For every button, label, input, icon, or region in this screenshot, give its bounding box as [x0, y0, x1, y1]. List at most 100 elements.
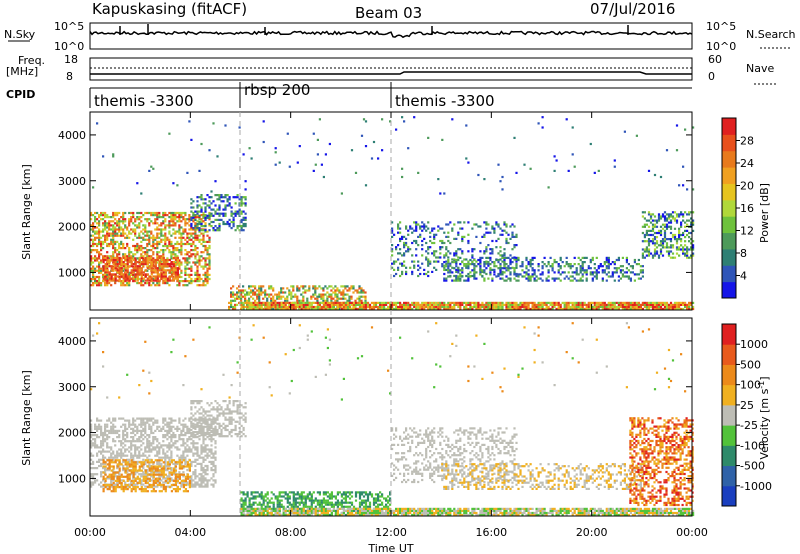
- echo-cell: [104, 228, 107, 231]
- echo-cell: [563, 271, 566, 274]
- echo-cell: [236, 297, 239, 300]
- echo-cell: [407, 233, 410, 236]
- echo-cell: [98, 236, 101, 239]
- echo-cell: [661, 240, 665, 243]
- echo-cell: [90, 481, 93, 484]
- echo-cell: [527, 277, 530, 280]
- echo-cell: [232, 295, 235, 298]
- echo-cell: [441, 301, 444, 304]
- echo-cell: [180, 269, 183, 272]
- echo-cell: [106, 230, 109, 233]
- echo-cell: [605, 256, 608, 259]
- echo-cell: [98, 277, 101, 281]
- echo-cell: [196, 275, 199, 279]
- echo-cell: [198, 234, 201, 237]
- echo-cell: [597, 301, 600, 304]
- echo-cell: [497, 301, 500, 304]
- echo-cell: [366, 301, 370, 304]
- echo-cell: [198, 229, 201, 232]
- echo-cell: [150, 475, 153, 478]
- echo-cell: [192, 211, 195, 215]
- echo-cell: [581, 305, 584, 309]
- echo-cell: [491, 261, 494, 264]
- echo-cell: [411, 272, 414, 276]
- echo-cell: [92, 442, 95, 445]
- echo-cell: [633, 303, 636, 306]
- echo-cell: [144, 226, 147, 229]
- echo-cell: [669, 240, 673, 243]
- echo-cell: [629, 265, 632, 268]
- echo-cell: [491, 279, 494, 282]
- echo-cell: [471, 248, 474, 251]
- echo-cell: [92, 230, 95, 233]
- echo-cell: [503, 265, 506, 268]
- echo-cell: [228, 222, 231, 226]
- echo-cell: [671, 305, 675, 309]
- echo-cell: [126, 271, 129, 274]
- echo-cell: [298, 301, 301, 304]
- echo-cell: [519, 303, 522, 306]
- echo-cell: [485, 250, 488, 253]
- echo-cell: [645, 248, 648, 251]
- echo-cell: [130, 273, 133, 276]
- echo-cell: [166, 450, 169, 453]
- echo-cell: [174, 222, 177, 225]
- echo-cell: [106, 214, 109, 217]
- echo-cell: [545, 305, 548, 309]
- echo-cell: [455, 268, 458, 271]
- echo-cell: [140, 429, 143, 432]
- echo-cell: [114, 265, 117, 268]
- echo-cell: [94, 442, 97, 445]
- echo-cell: [332, 291, 335, 294]
- echo-cell: [581, 263, 584, 266]
- echo-cell: [447, 271, 450, 274]
- echo-cell: [234, 299, 237, 302]
- echo-cell: [124, 263, 127, 266]
- echo-cell: [511, 307, 514, 311]
- y-tick-label: 2000: [58, 221, 86, 234]
- echo-cell: [310, 305, 313, 309]
- echo-cell: [174, 277, 177, 280]
- echo-cell: [316, 303, 319, 306]
- echo-cell: [174, 256, 177, 259]
- echo-cell: [601, 279, 604, 282]
- echo-cell: [108, 273, 111, 276]
- echo-cell: [401, 254, 404, 257]
- echo-cell: [128, 279, 131, 282]
- echo-cell: [108, 282, 111, 285]
- echo-cell: [399, 262, 402, 265]
- echo-cell: [669, 256, 673, 259]
- echo-cell: [174, 247, 177, 250]
- echo-cell: [463, 264, 466, 267]
- echo-cell: [523, 163, 526, 166]
- echo-cell: [537, 263, 540, 266]
- echo-cell: [142, 423, 145, 426]
- echo-cell: [114, 279, 117, 282]
- echo-cell: [90, 483, 93, 486]
- echo-cell: [647, 211, 651, 214]
- echo-cell: [158, 450, 161, 453]
- echo-cell: [505, 305, 508, 309]
- echo-cell: [244, 198, 247, 201]
- echo-cell: [268, 285, 271, 288]
- echo-cell: [134, 280, 137, 283]
- echo-cell: [136, 224, 139, 227]
- echo-cell: [651, 219, 655, 222]
- echo-cell: [102, 222, 105, 225]
- echo-cell: [635, 305, 638, 309]
- echo-cell: [152, 271, 155, 274]
- echo-cell: [453, 274, 456, 278]
- echo-cell: [194, 210, 197, 213]
- echo-cell: [192, 218, 195, 221]
- echo-cell: [673, 303, 677, 306]
- echo-cell: [427, 270, 430, 273]
- echo-cell: [553, 261, 556, 264]
- echo-cell: [565, 301, 568, 304]
- echo-cell: [156, 271, 159, 274]
- echo-cell: [258, 287, 261, 290]
- echo-cell: [98, 240, 101, 243]
- echo-cell: [690, 246, 693, 249]
- echo-cell: [168, 473, 171, 476]
- echo-cell: [188, 228, 191, 231]
- echo-cell: [130, 452, 133, 455]
